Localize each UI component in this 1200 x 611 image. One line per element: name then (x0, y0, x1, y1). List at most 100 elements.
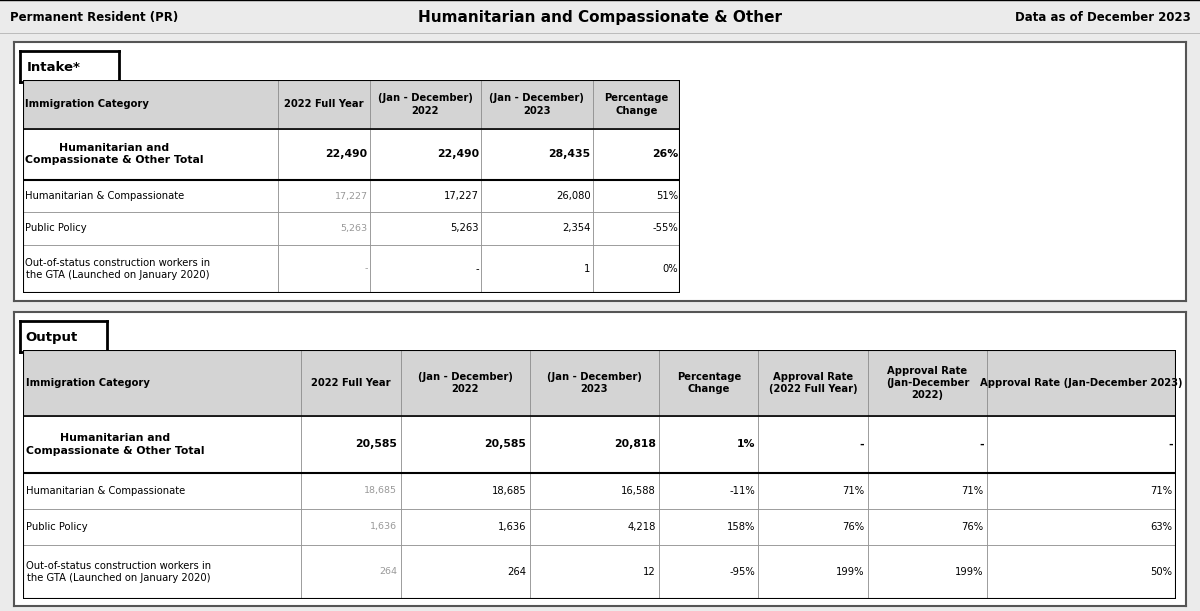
Bar (481, 80, 593, 129)
Bar (758, 509, 868, 545)
Text: 16,588: 16,588 (620, 486, 655, 496)
Bar (301, 545, 401, 599)
Text: 12: 12 (643, 567, 655, 577)
Text: 26%: 26% (652, 149, 678, 159)
Text: 158%: 158% (727, 522, 755, 532)
Text: Humanitarian & Compassionate: Humanitarian & Compassionate (25, 191, 184, 201)
Text: -: - (1168, 439, 1172, 450)
Bar (758, 350, 868, 416)
Text: -: - (979, 439, 984, 450)
Bar (23, 244, 278, 293)
Bar (370, 244, 481, 293)
Text: 199%: 199% (955, 567, 984, 577)
Text: 2022 Full Year: 2022 Full Year (284, 100, 364, 109)
Bar (593, 180, 680, 212)
Bar (481, 244, 593, 293)
Text: 2022 Full Year: 2022 Full Year (311, 378, 391, 388)
Text: Percentage
Change: Percentage Change (677, 372, 740, 394)
Text: 20,818: 20,818 (613, 439, 655, 450)
Bar (593, 212, 680, 244)
Bar (530, 350, 659, 416)
Text: Immigration Category: Immigration Category (26, 378, 150, 388)
Text: -: - (364, 265, 367, 274)
Bar (278, 180, 370, 212)
Text: Humanitarian & Compassionate: Humanitarian & Compassionate (26, 486, 186, 496)
Bar (868, 416, 988, 473)
Text: 50%: 50% (1151, 567, 1172, 577)
Bar (593, 80, 680, 129)
Text: Out-of-status construction workers in
the GTA (Launched on January 2020): Out-of-status construction workers in th… (25, 258, 210, 280)
Text: 1,636: 1,636 (498, 522, 527, 532)
Text: 264: 264 (379, 568, 397, 576)
Text: Public Policy: Public Policy (26, 522, 88, 532)
Bar (401, 350, 530, 416)
Text: 0%: 0% (662, 264, 678, 274)
Text: 71%: 71% (961, 486, 984, 496)
Text: 264: 264 (508, 567, 527, 577)
Bar (868, 473, 988, 509)
Text: -95%: -95% (730, 567, 755, 577)
Bar (530, 509, 659, 545)
Text: Immigration Category: Immigration Category (25, 100, 149, 109)
Text: (Jan - December)
2023: (Jan - December) 2023 (490, 93, 584, 115)
Bar (868, 509, 988, 545)
Text: Humanitarian and
Compassionate & Other Total: Humanitarian and Compassionate & Other T… (25, 143, 203, 166)
Text: 5,263: 5,263 (451, 224, 479, 233)
Bar (23, 416, 301, 473)
Bar (988, 509, 1176, 545)
Text: -11%: -11% (730, 486, 755, 496)
Bar (988, 416, 1176, 473)
Text: 71%: 71% (1151, 486, 1172, 496)
Bar (659, 509, 758, 545)
Text: 26,080: 26,080 (556, 191, 590, 201)
Bar (23, 180, 278, 212)
Text: 51%: 51% (656, 191, 678, 201)
Bar (593, 244, 680, 293)
Bar (401, 545, 530, 599)
Bar (370, 212, 481, 244)
Text: 18,685: 18,685 (364, 486, 397, 496)
Bar (868, 545, 988, 599)
Bar (758, 473, 868, 509)
Bar (301, 509, 401, 545)
Text: -55%: -55% (653, 224, 678, 233)
Bar (23, 212, 278, 244)
Bar (23, 80, 278, 129)
Bar (370, 180, 481, 212)
Text: -: - (475, 264, 479, 274)
Text: Intake*: Intake* (26, 60, 80, 74)
Bar (481, 129, 593, 180)
Bar (868, 350, 988, 416)
Text: 18,685: 18,685 (492, 486, 527, 496)
Text: -: - (859, 439, 864, 450)
Text: 20,585: 20,585 (485, 439, 527, 450)
Bar (988, 350, 1176, 416)
Bar (593, 129, 680, 180)
Bar (278, 129, 370, 180)
Text: Humanitarian and Compassionate & Other: Humanitarian and Compassionate & Other (418, 10, 782, 24)
Bar (659, 473, 758, 509)
Text: 5,263: 5,263 (341, 224, 367, 233)
Bar (530, 545, 659, 599)
Bar (278, 244, 370, 293)
Bar (481, 180, 593, 212)
Bar (530, 473, 659, 509)
Text: (Jan - December)
2022: (Jan - December) 2022 (418, 372, 512, 394)
Bar (659, 545, 758, 599)
Bar (278, 80, 370, 129)
Bar (23, 473, 301, 509)
Bar (988, 545, 1176, 599)
Text: Public Policy: Public Policy (25, 224, 86, 233)
Bar (401, 509, 530, 545)
Text: Approval Rate
(Jan-December
2022): Approval Rate (Jan-December 2022) (886, 365, 970, 400)
Text: 63%: 63% (1151, 522, 1172, 532)
Bar (481, 212, 593, 244)
Text: 199%: 199% (836, 567, 864, 577)
Text: 76%: 76% (842, 522, 864, 532)
Bar (758, 416, 868, 473)
Text: (Jan - December)
2023: (Jan - December) 2023 (547, 372, 642, 394)
Text: 17,227: 17,227 (444, 191, 479, 201)
Text: 1,636: 1,636 (370, 522, 397, 532)
Bar (301, 350, 401, 416)
Text: Permanent Resident (PR): Permanent Resident (PR) (10, 10, 178, 24)
